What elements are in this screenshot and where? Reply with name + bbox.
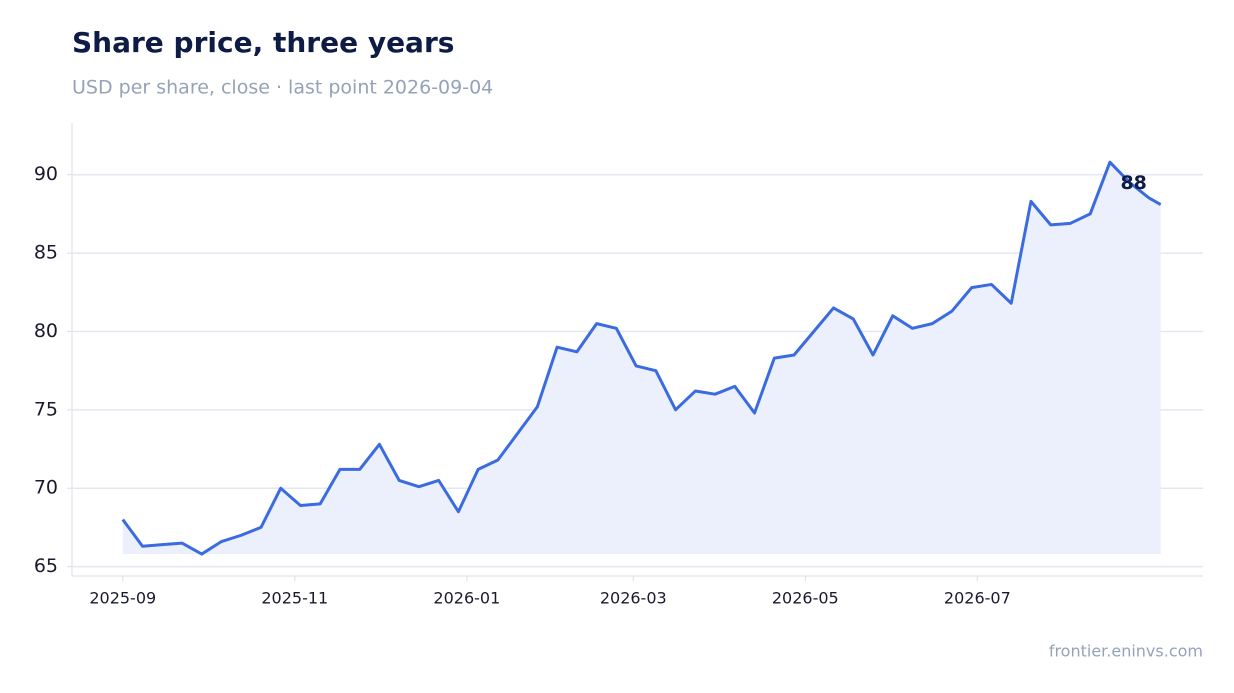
x-tick-label: 2026-01 [433, 589, 500, 608]
x-tick-label: 2026-05 [772, 589, 839, 608]
y-tick-label: 70 [34, 477, 58, 499]
y-tick-label: 90 [34, 163, 58, 185]
chart-title: Share price, three years [72, 26, 454, 59]
y-tick-label: 80 [34, 320, 58, 342]
source: frontier.eninvs.com [1049, 642, 1203, 661]
chart-subtitle: USD per share, close · last point 2026-0… [72, 77, 493, 99]
y-tick-label: 85 [34, 242, 58, 264]
x-tick-label: 2025-11 [261, 589, 328, 608]
line [121, 160, 1162, 556]
area [122, 162, 1161, 555]
x-tick-label: 2026-07 [944, 589, 1011, 608]
value-label: 88 [1120, 172, 1146, 194]
y-tick-label: 75 [34, 398, 58, 420]
y-tick-label: 65 [34, 555, 58, 577]
x-tick-label: 2026-03 [600, 589, 667, 608]
x-tick-label: 2025-09 [89, 589, 156, 608]
